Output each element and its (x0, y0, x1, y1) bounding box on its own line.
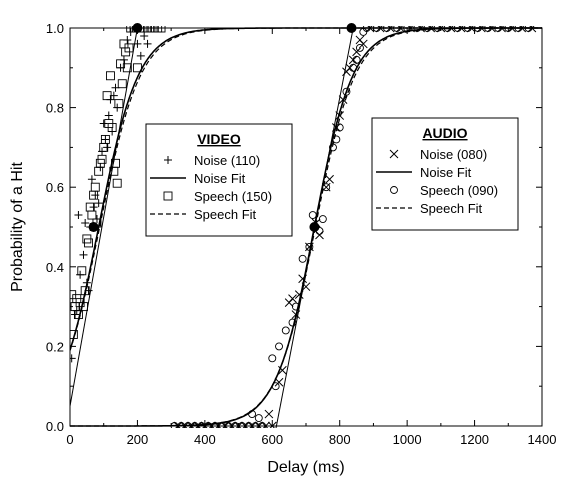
audio-circle-point (275, 342, 283, 351)
legend-marker-plus (164, 156, 172, 164)
video-square-point (87, 210, 97, 220)
legend-entry-label: Speech Fit (194, 207, 257, 222)
x-tick-label: 0 (66, 432, 73, 447)
video-square-point (106, 71, 115, 81)
audio-circle-point (268, 354, 277, 363)
audio-circle-point (342, 87, 351, 96)
legend-entry-label: Noise Fit (420, 165, 472, 180)
audio-cross-point (352, 47, 361, 57)
audio-circle-point (291, 302, 300, 311)
y-tick-label: 0.0 (46, 419, 64, 434)
audio-cross-point (264, 409, 274, 419)
audio-cross-point (267, 421, 277, 428)
y-tick-label: 0.8 (46, 101, 64, 116)
video-square-point (102, 91, 112, 101)
legend-video: VIDEO Noise (110) Noise Fit Speech (150) Spe… (145, 123, 293, 237)
video-square-point (107, 123, 117, 132)
audio-circle-point (355, 43, 364, 52)
video-square-point (84, 238, 93, 248)
video-square-point (117, 79, 127, 89)
audio-cross-point (335, 111, 345, 120)
x-tick-label: 800 (329, 432, 351, 447)
x-tick-label: 400 (194, 432, 216, 447)
y-tick-label: 1.0 (46, 21, 64, 36)
audio-circle-point (281, 326, 290, 335)
legend-entry-label: Speech (150) (194, 189, 272, 204)
video-plus-point (89, 203, 98, 212)
video-plus-point (79, 250, 88, 259)
audio-key-point (346, 23, 357, 33)
y-tick-label: 0.2 (46, 339, 64, 354)
legend-entry-label: Speech Fit (420, 201, 483, 216)
data-layer (70, 23, 542, 428)
video-plus-point (133, 39, 142, 48)
audio-cross-point (315, 230, 324, 240)
audio-cross-point (288, 294, 297, 303)
legend-box (145, 123, 293, 237)
audio-circle-point (258, 422, 267, 428)
audio-cross-point (358, 39, 368, 49)
video-plus-point (104, 111, 113, 120)
video-square-point (100, 134, 110, 144)
x-tick-label: 1400 (528, 432, 557, 447)
y-axis-label: Probability of a Hit (9, 162, 26, 292)
legend-marker-square (163, 191, 173, 201)
audio-key-point (309, 222, 320, 232)
video-plus-point (71, 310, 80, 319)
video-square-point (90, 182, 100, 192)
video-key-point (132, 23, 143, 33)
plot-content (70, 26, 542, 428)
video-square-point (112, 178, 122, 188)
video-plus-point (81, 219, 90, 228)
x-tick-label: 1200 (460, 432, 489, 447)
legend-audio: AUDIO Noise (080) Noise Fit Speech (090) Spe… (371, 117, 519, 231)
legend-marker-circle (390, 186, 398, 194)
audio-circle-point (352, 55, 361, 64)
audio-circle-point (288, 318, 297, 327)
audio-cross-point (325, 174, 334, 184)
video-plus-point (103, 143, 112, 152)
legend-title: VIDEO (197, 131, 241, 147)
video-plus-point (74, 211, 83, 220)
video-square-point (77, 266, 87, 276)
audio-cross-point (274, 377, 284, 387)
audio-circle-point (298, 254, 307, 263)
audio-circle-point (318, 215, 327, 223)
x-tick-label: 1000 (393, 432, 422, 447)
x-axis-label: Delay (ms) (267, 459, 344, 476)
x-tick-label: 200 (127, 432, 149, 447)
legend-title: AUDIO (422, 125, 467, 141)
video-tangent-line (70, 27, 138, 407)
x-tick-label: 600 (261, 432, 283, 447)
video-plus-point (140, 31, 149, 40)
legend-marker-cross (389, 149, 399, 159)
video-square-point (122, 63, 132, 73)
audio-circle-point (254, 414, 263, 422)
legend-entry-label: Noise (110) (194, 153, 260, 168)
audio-speech-fit-curve (70, 27, 542, 427)
y-tick-label: 0.4 (46, 260, 64, 275)
video-plus-point (94, 199, 103, 208)
video-square-point (124, 43, 134, 53)
legend-box (371, 117, 519, 231)
video-plus-point (136, 51, 145, 60)
video-key-point (88, 222, 99, 232)
video-square-point (156, 26, 166, 33)
legend-entry-label: Speech (090) (420, 183, 498, 198)
video-plus-point (101, 135, 110, 144)
legend-entry-label: Noise (080) (420, 147, 487, 162)
video-square-point (97, 154, 107, 164)
legend-entry-label: Noise Fit (194, 171, 246, 186)
video-plus-point (143, 39, 152, 48)
video-plus-point (99, 119, 108, 128)
video-plus-point (87, 175, 96, 184)
y-tick-label: 0.6 (46, 180, 64, 195)
video-plus-point (70, 354, 76, 363)
video-square-point (114, 99, 124, 109)
